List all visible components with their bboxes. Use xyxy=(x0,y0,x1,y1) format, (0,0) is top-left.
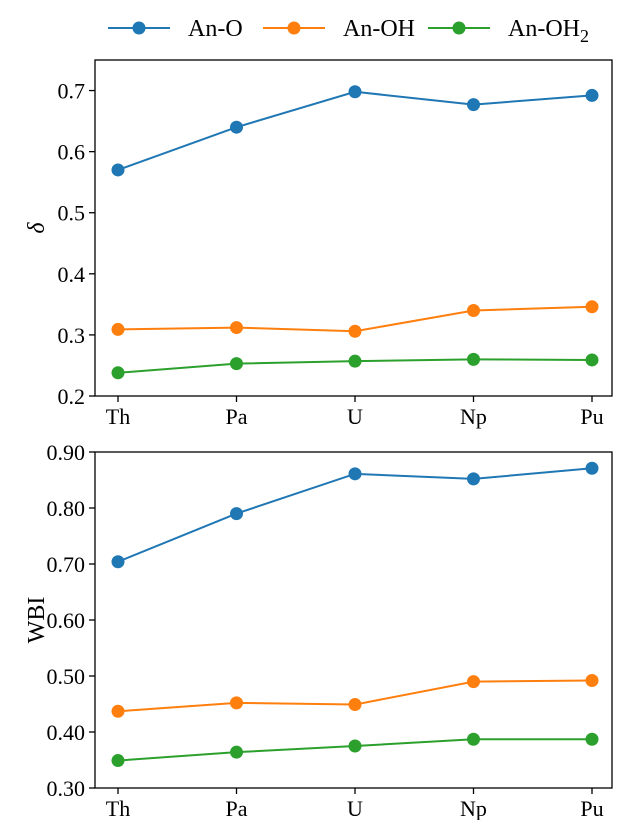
legend-label: An-OH2 xyxy=(508,16,589,46)
data-point xyxy=(467,352,480,366)
data-point xyxy=(111,163,125,177)
y-tick-label: 0.40 xyxy=(47,720,86,745)
legend-item-2: An-OH xyxy=(263,16,415,42)
legend-label: An-O xyxy=(188,16,243,42)
data-point xyxy=(230,120,243,134)
x-tick-label: Np xyxy=(460,404,487,429)
series-2 xyxy=(111,673,599,718)
plot-frame xyxy=(94,451,613,789)
y-tick-label: 0.2 xyxy=(58,384,86,409)
y-tick-label: 0.30 xyxy=(47,776,86,801)
data-point xyxy=(230,357,243,371)
data-point xyxy=(585,732,599,746)
legend: An-O An-OH An-OH2 xyxy=(108,16,589,46)
data-point xyxy=(230,745,243,759)
data-point xyxy=(467,472,480,486)
data-point xyxy=(585,673,599,687)
series-line xyxy=(117,90,593,171)
x-tick-label: Th xyxy=(106,796,130,820)
legend-marker xyxy=(287,21,301,35)
series-3 xyxy=(111,352,599,380)
y-tick-label: 0.50 xyxy=(47,664,86,689)
data-point xyxy=(585,461,599,475)
data-point xyxy=(111,704,125,718)
data-point xyxy=(230,696,243,710)
legend-marker xyxy=(132,21,146,35)
x-tick-label: Pu xyxy=(580,796,603,820)
y-tick-label: 0.70 xyxy=(47,552,86,577)
series-line xyxy=(117,467,593,563)
legend-marker xyxy=(452,21,466,35)
data-point xyxy=(111,366,125,380)
series-3 xyxy=(111,732,599,768)
data-point xyxy=(111,322,125,336)
y-tick-label: 0.4 xyxy=(58,262,86,287)
data-point xyxy=(467,303,480,317)
series-1 xyxy=(111,85,599,177)
data-point xyxy=(467,675,480,689)
data-point xyxy=(111,754,125,768)
x-tick-label: Np xyxy=(460,796,487,820)
legend-label: An-OH xyxy=(343,16,415,42)
legend-item-3: An-OH2 xyxy=(428,16,589,46)
x-tick-label: U xyxy=(347,404,363,429)
x-tick-label: Pa xyxy=(226,404,248,429)
data-point xyxy=(348,85,362,99)
x-tick-label: Pu xyxy=(580,404,603,429)
data-point xyxy=(230,321,243,335)
data-point xyxy=(585,353,599,367)
plot-frame xyxy=(94,59,613,397)
x-tick-label: Th xyxy=(106,404,130,429)
y-tick-label: 0.6 xyxy=(58,140,86,165)
data-point xyxy=(348,467,362,481)
data-point xyxy=(111,555,125,569)
delta-panel: 0.2 0.3 0.4 0.5 0.6 0.7 Th Pa U Np Pu δ xyxy=(24,59,613,429)
y-tick-label: 0.90 xyxy=(47,440,86,465)
y-tick-label: 0.5 xyxy=(58,201,86,226)
data-point xyxy=(467,98,480,112)
data-point xyxy=(585,300,599,314)
y-tick-label: 0.7 xyxy=(58,79,86,104)
x-tick-label: U xyxy=(347,796,363,820)
data-point xyxy=(348,698,362,712)
y-tick-label: 0.60 xyxy=(47,608,86,633)
series-2 xyxy=(111,300,599,338)
data-point xyxy=(467,732,480,746)
data-point xyxy=(348,324,362,338)
series-1 xyxy=(111,461,599,569)
x-tick-label: Pa xyxy=(226,796,248,820)
data-point xyxy=(348,354,362,368)
data-point xyxy=(230,507,243,521)
y-axis-label: δ xyxy=(24,222,50,234)
data-point xyxy=(585,88,599,102)
wbi-panel: 0.30 0.40 0.50 0.60 0.70 0.80 0.90 Th Pa U Np Pu WBI xyxy=(24,440,613,820)
legend-item-1: An-O xyxy=(108,16,243,42)
data-point xyxy=(348,739,362,753)
y-axis-label: WBI xyxy=(24,597,50,644)
y-tick-label: 0.3 xyxy=(58,323,86,348)
y-tick-label: 0.80 xyxy=(47,496,86,521)
